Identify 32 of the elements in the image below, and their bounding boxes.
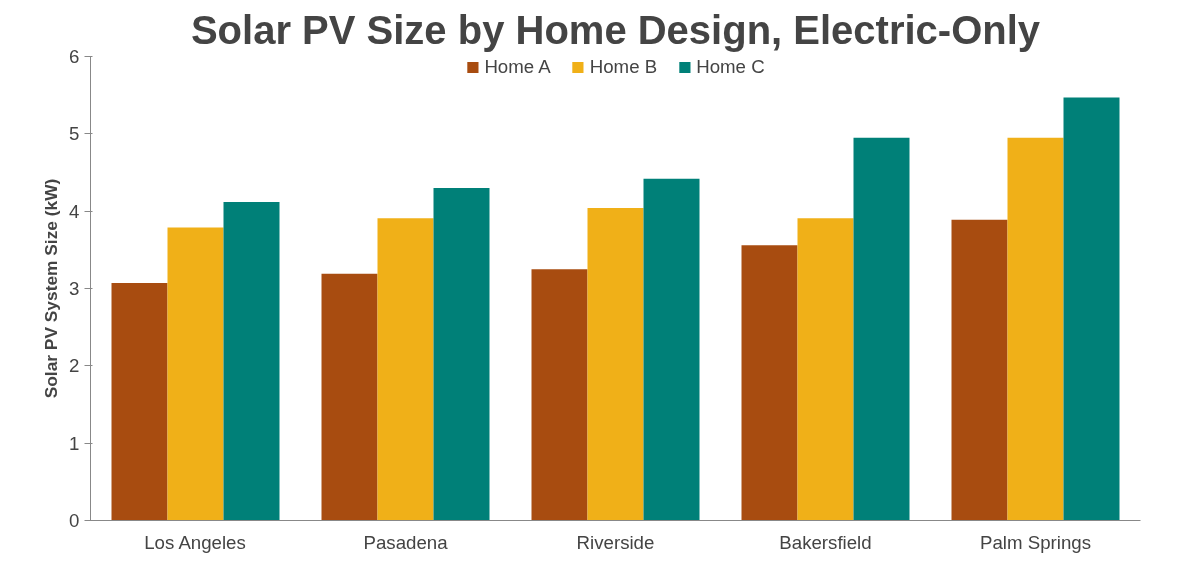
bar — [951, 219, 1008, 521]
bar — [1007, 137, 1064, 521]
y-tick-label: 1 — [69, 432, 80, 454]
legend-label: Home C — [696, 56, 765, 78]
bar — [1063, 97, 1120, 521]
bar — [167, 227, 224, 521]
bar — [741, 245, 798, 521]
y-tick-label: 2 — [69, 355, 80, 377]
x-tick-label: Bakersfield — [779, 531, 872, 553]
bar — [433, 187, 490, 521]
chart-title: Solar PV Size by Home Design, Electric-Only — [190, 7, 1041, 52]
bar — [643, 178, 700, 521]
y-tick-label: 4 — [69, 200, 80, 222]
legend-label: Home A — [484, 56, 551, 78]
x-tick-label: Palm Springs — [980, 531, 1091, 553]
x-tick-label: Los Angeles — [144, 531, 246, 553]
bar — [531, 269, 588, 521]
bar — [587, 208, 644, 521]
bar — [377, 218, 434, 521]
bar — [223, 201, 280, 521]
y-tick-label: 3 — [69, 278, 80, 299]
bar — [797, 218, 854, 521]
x-tick-label: Pasadena — [363, 531, 449, 553]
bar — [853, 137, 910, 521]
y-tick-label: 5 — [69, 123, 80, 145]
x-tick-label: Riverside — [576, 531, 655, 553]
legend-label: Home B — [589, 56, 658, 78]
y-tick-label: 6 — [69, 46, 80, 67]
bar — [111, 283, 168, 521]
bar — [321, 273, 378, 521]
y-tick-label: 0 — [69, 510, 80, 531]
y-axis-title: Solar PV System Size (kW) — [41, 178, 62, 399]
